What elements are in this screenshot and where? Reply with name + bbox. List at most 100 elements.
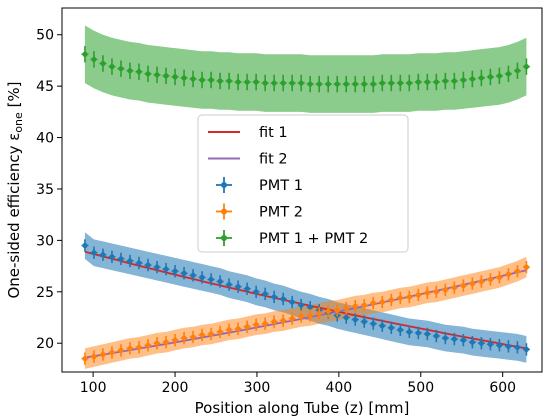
data-point	[433, 79, 439, 85]
legend-label: PMT 1 + PMT 2	[259, 231, 368, 247]
data-point	[514, 68, 521, 74]
data-point	[145, 262, 151, 268]
data-point	[397, 295, 403, 301]
data-point	[217, 329, 223, 335]
data-point	[199, 77, 205, 83]
data-point	[280, 317, 286, 324]
data-point	[127, 68, 133, 74]
data-point	[190, 272, 196, 278]
y-tick-label: 35	[36, 182, 54, 198]
data-point	[172, 74, 178, 80]
data-point	[424, 331, 430, 337]
x-axis-label: Position along Tube (z) [mm]	[195, 399, 410, 417]
fit-line-1	[84, 250, 527, 350]
data-point	[379, 323, 385, 329]
data-point	[100, 351, 106, 358]
data-point	[199, 274, 205, 281]
data-point	[478, 75, 484, 81]
data-point	[460, 337, 466, 343]
y-tick-label: 40	[36, 131, 54, 147]
data-point	[145, 71, 151, 77]
data-point	[361, 81, 367, 87]
data-point	[199, 332, 205, 338]
y-axis-label-main: One-sided efficiency ε	[5, 133, 23, 299]
data-point	[379, 299, 385, 305]
data-point	[487, 341, 493, 347]
data-point	[244, 286, 250, 292]
y-tick-label: 25	[36, 285, 54, 301]
y-axis-label-subscript: one	[12, 112, 25, 133]
data-point	[469, 339, 475, 345]
data-point	[442, 335, 448, 341]
band-pmt2	[84, 256, 527, 369]
data-point	[352, 81, 358, 87]
x-tick-label: 500	[407, 380, 434, 396]
data-point	[244, 324, 250, 330]
data-point	[208, 276, 214, 283]
series-pmt1	[81, 239, 530, 356]
data-point	[397, 327, 403, 333]
data-point	[217, 278, 223, 285]
data-point	[370, 321, 376, 327]
data-point	[298, 80, 304, 86]
data-point	[514, 344, 521, 350]
data-point	[262, 321, 268, 327]
y-tick-label: 50	[36, 28, 54, 44]
data-point	[343, 81, 349, 87]
legend: fit 1 fit 2 PMT 1 PMT 2 PMT 1 + PMT 2	[197, 114, 409, 253]
data-point	[118, 66, 124, 72]
data-point	[505, 343, 512, 349]
data-point	[262, 291, 268, 297]
data-point	[415, 292, 421, 298]
data-point	[226, 327, 232, 333]
y-axis-ticks: 20 25 30 35 40 45 50	[36, 28, 62, 352]
data-point	[415, 330, 421, 336]
data-point	[136, 260, 142, 266]
data-point	[343, 305, 349, 311]
data-point	[154, 72, 160, 78]
data-point	[424, 79, 430, 85]
data-point	[127, 258, 133, 264]
data-point	[307, 304, 313, 310]
data-point	[190, 76, 196, 82]
uncertainty-bands	[84, 25, 527, 369]
data-point	[334, 307, 340, 313]
x-tick-label: 200	[162, 380, 189, 396]
data-point	[82, 242, 88, 249]
data-point	[82, 51, 88, 57]
data-point	[100, 60, 106, 67]
data-point	[109, 254, 115, 260]
x-tick-label: 100	[80, 380, 107, 396]
data-point	[496, 73, 503, 79]
y-tick-label: 30	[36, 233, 54, 249]
data-point	[514, 268, 521, 274]
legend-label: fit 1	[259, 125, 288, 141]
data-point	[460, 283, 466, 289]
data-point	[181, 75, 187, 81]
data-point	[289, 315, 295, 322]
data-point	[469, 280, 475, 287]
data-point	[136, 69, 142, 75]
data-point	[109, 349, 115, 356]
data-point	[361, 302, 367, 308]
data-point	[226, 78, 232, 84]
x-axis-ticks: 100 200 300 400 500 600	[80, 372, 516, 396]
data-point	[343, 314, 349, 321]
x-tick-label: 600	[489, 380, 516, 396]
legend-entry: fit 1	[208, 125, 288, 141]
data-point	[388, 80, 394, 86]
data-point	[280, 80, 286, 86]
data-point	[523, 346, 530, 352]
series-pmt2	[81, 260, 530, 365]
x-tick-label: 400	[325, 380, 352, 396]
data-point	[523, 64, 530, 70]
y-tick-label: 20	[36, 336, 54, 352]
data-point	[208, 331, 214, 337]
data-point	[298, 313, 304, 320]
data-point	[91, 250, 97, 256]
data-point	[388, 297, 394, 303]
data-point	[280, 296, 286, 302]
data-point	[181, 270, 187, 276]
legend-entry: PMT 2	[216, 203, 303, 221]
